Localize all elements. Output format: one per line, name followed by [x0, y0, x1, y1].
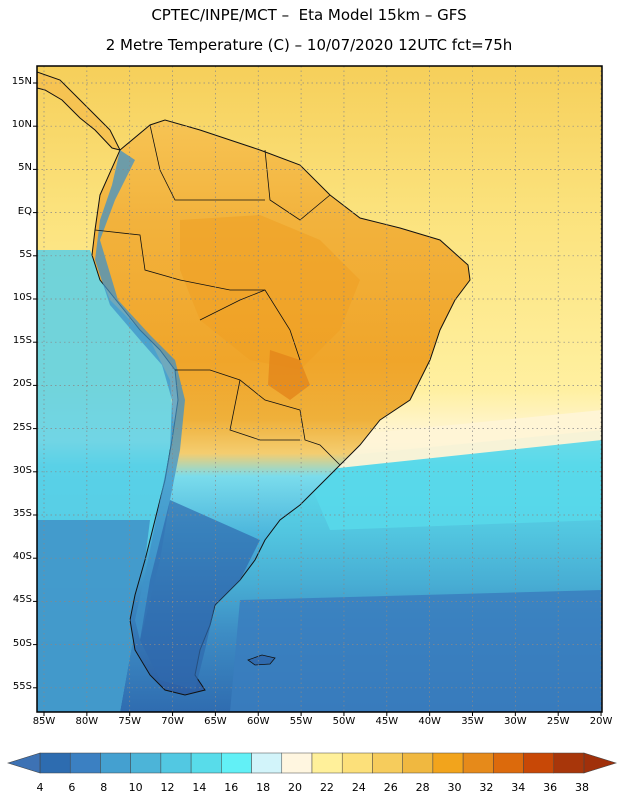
longitude-label: 50W	[332, 716, 356, 727]
colorbar-cell	[190, 752, 222, 774]
colorbar-label: 26	[383, 781, 398, 794]
colorbar-cell	[493, 752, 524, 774]
longitude-label: 60W	[246, 716, 270, 727]
latitude-label: 40S	[12, 551, 32, 563]
colorbar-label: 28	[415, 781, 430, 794]
longitude-label: 30W	[504, 716, 527, 727]
colorbar-max-arrow	[583, 752, 618, 774]
colorbar-cell	[523, 752, 555, 774]
colorbar-label: 8	[100, 781, 108, 794]
andes-cold-strip	[95, 150, 185, 640]
colorbar-cell	[553, 752, 585, 774]
colorbar-cell	[341, 752, 373, 774]
colorbar-cell	[221, 752, 252, 774]
colorbar-label: 16	[224, 781, 239, 794]
map-frame	[36, 65, 603, 713]
colorbar-label: 36	[543, 781, 558, 794]
colorbar-label: 4	[36, 781, 44, 794]
colorbar-label: 34	[511, 781, 526, 794]
colorbar-label: 10	[128, 781, 143, 794]
colorbar-cell	[432, 752, 464, 774]
colorbar-cell	[281, 752, 313, 774]
southern-cold-band	[37, 520, 150, 712]
colorbar-cell	[311, 752, 343, 774]
colorbar-label: 30	[447, 781, 462, 794]
longitude-label: 35W	[461, 716, 484, 727]
latitude-label: 50S	[12, 637, 32, 649]
colorbar-label: 32	[479, 781, 494, 794]
latitude-label: 35S	[12, 508, 32, 519]
colorbar-label: 22	[319, 781, 334, 794]
colorbar-label: 20	[288, 781, 303, 794]
longitude-label: 65W	[204, 716, 227, 727]
colorbar-cell	[69, 752, 101, 774]
longitude-label: 40W	[418, 716, 441, 727]
axis-ticks	[33, 82, 602, 716]
south-atlantic-cold-band	[230, 590, 602, 712]
pantanal-hot-spot	[268, 350, 310, 400]
longitude-label: 75W	[118, 716, 141, 727]
latitude-label: 20S	[12, 378, 32, 390]
colorbar-label: 24	[351, 781, 366, 794]
latitude-label: 15N	[11, 76, 32, 87]
colorbar-label: 14	[192, 781, 207, 794]
latitude-label: 10N	[11, 119, 32, 131]
interior-warm-area	[180, 215, 360, 370]
colorbar-cell	[462, 752, 494, 774]
longitude-label: 55W	[289, 716, 313, 727]
central-america-landmass	[37, 71, 121, 151]
colorbar-min-arrow	[6, 752, 41, 774]
colorbar-label: 18	[256, 781, 271, 794]
colorbar-cell	[160, 752, 192, 774]
colorbar-label: 6	[68, 781, 76, 794]
longitude-label: 20W	[589, 716, 613, 727]
latitude-label: 55S	[12, 680, 32, 692]
latitude-label: 30S	[12, 464, 32, 476]
longitude-label: 70W	[161, 716, 184, 727]
latitude-label: EQ	[17, 205, 32, 217]
colorbar-cell	[251, 752, 283, 774]
longitude-label: 45W	[375, 716, 399, 727]
colorbar-cell	[372, 752, 403, 774]
map-title-line1: CPTEC/INPE/MCT – Eta Model 15km – GFS	[151, 6, 467, 24]
longitude-label: 85W	[32, 716, 56, 727]
atlantic-transition-band	[300, 410, 602, 470]
latitude-label: 5N	[18, 162, 32, 174]
colorbar-cell	[39, 752, 71, 774]
colorbar-label: 38	[575, 781, 589, 794]
falkland-islands	[247, 654, 276, 666]
longitude-label: 80W	[75, 716, 99, 727]
colorbar-cell	[100, 752, 131, 774]
latitude-label: 10S	[12, 292, 32, 303]
longitude-label: 25W	[546, 716, 570, 727]
temperature-colorbar	[6, 752, 618, 774]
latitude-label: 45S	[12, 594, 32, 606]
patagonia-cold-area	[140, 500, 260, 690]
colorbar-cell	[130, 752, 162, 774]
map-title-line2: 2 Metre Temperature (C) – 10/07/2020 12U…	[105, 36, 513, 54]
country-borders	[94, 124, 341, 466]
latitude-label: 25S	[12, 421, 32, 433]
latitude-label: 5S	[19, 248, 32, 260]
latitude-label: 15S	[12, 335, 32, 347]
colorbar-cell	[402, 752, 434, 774]
colorbar-label: 12	[160, 781, 175, 794]
